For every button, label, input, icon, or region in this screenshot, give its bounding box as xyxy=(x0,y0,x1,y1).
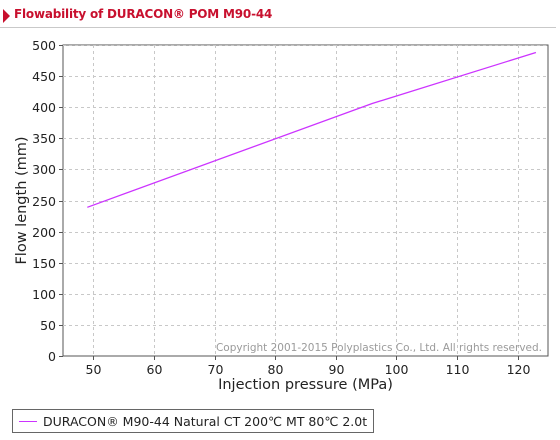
y-tick-label: 350 xyxy=(32,131,56,146)
y-tick-label: 250 xyxy=(32,194,56,209)
x-tick-label: 110 xyxy=(446,362,470,377)
legend-label: DURACON® M90-44 Natural CT 200℃ MT 80℃ 2… xyxy=(43,413,368,429)
header-divider xyxy=(0,27,556,28)
chart-header: Flowability of DURACON® POM M90-44 xyxy=(0,6,560,26)
y-axis-label: Flow length (mm) xyxy=(14,136,30,264)
x-tick-label: 60 xyxy=(147,362,163,377)
y-tick-label: 150 xyxy=(32,256,56,271)
series-line xyxy=(87,51,537,208)
y-tick-label: 300 xyxy=(32,162,56,177)
y-tick-label: 500 xyxy=(32,38,56,53)
y-tick-label: 200 xyxy=(32,225,56,240)
y-tick-label: 400 xyxy=(32,100,56,115)
x-axis-label: Injection pressure (MPa) xyxy=(218,377,393,393)
x-tick-label: 80 xyxy=(268,362,284,377)
chart-legend: DURACON® M90-44 Natural CT 200℃ MT 80℃ 2… xyxy=(12,409,375,433)
x-tick-label: 120 xyxy=(507,362,531,377)
x-tick-label: 70 xyxy=(208,362,224,377)
x-tick-label: 100 xyxy=(385,362,409,377)
x-tick-label: 50 xyxy=(86,362,102,377)
copyright-note: Copyright 2001-2015 Polyplastics Co., Lt… xyxy=(216,342,542,354)
chart-title: Flowability of DURACON® POM M90-44 xyxy=(14,7,273,21)
y-tick-label: 0 xyxy=(48,349,56,364)
x-tick-label: 90 xyxy=(329,362,345,377)
plot-area xyxy=(62,44,549,357)
legend-swatch xyxy=(19,420,37,422)
caret-right-icon xyxy=(3,9,10,23)
y-tick-label: 50 xyxy=(40,318,56,333)
y-tick-label: 450 xyxy=(32,69,56,84)
y-tick-label: 100 xyxy=(32,287,56,302)
